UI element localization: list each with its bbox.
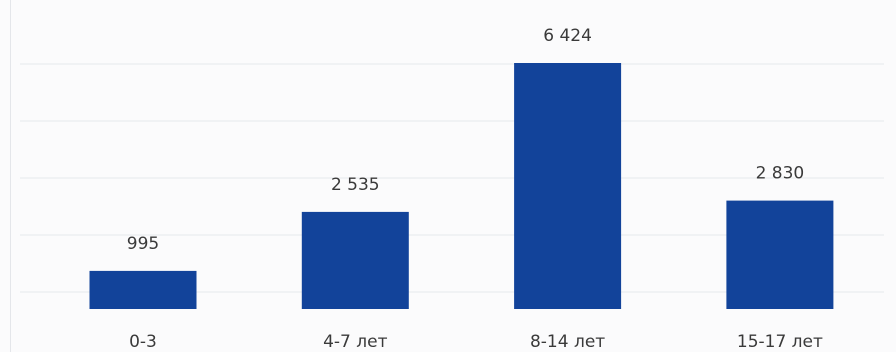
x-tick-label: 4-7 лет [323,332,387,352]
bar [514,63,622,309]
bar [301,211,409,309]
bar [726,200,834,309]
data-label: 995 [127,234,159,254]
data-label: 2 535 [331,175,380,195]
data-label: 6 424 [543,26,592,46]
x-tick-label: 15-17 лет [737,332,823,352]
data-label: 2 830 [756,164,805,184]
bar [89,270,197,309]
x-tick-label: 0-3 [129,332,157,352]
x-tick-label: 8-14 лет [530,332,605,352]
